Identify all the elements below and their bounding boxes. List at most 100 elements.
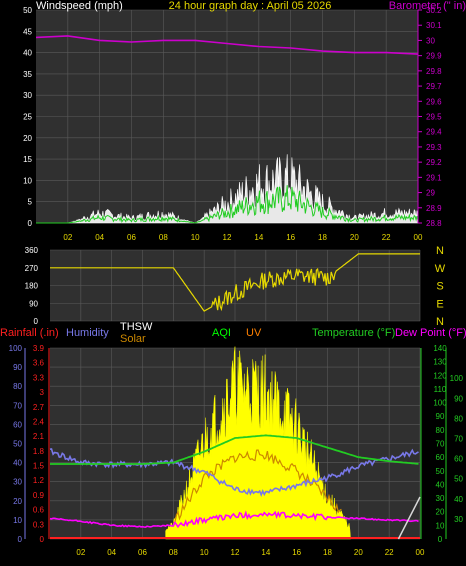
- bottom-x-tick: 06: [138, 548, 147, 557]
- compass-label: N: [436, 316, 444, 328]
- temperature-tick: 90: [436, 412, 445, 421]
- temperature-tick: 100: [433, 399, 447, 408]
- temperature-tick: 120: [433, 371, 447, 380]
- temperature-tick: 0: [438, 535, 443, 544]
- rain-tick: 3.3: [33, 373, 45, 382]
- mid-panel-data: [50, 253, 420, 312]
- rain-tick: 1.8: [33, 447, 45, 456]
- windspeed-tick: 50: [23, 6, 32, 15]
- windspeed-tick: 15: [23, 155, 32, 164]
- windspeed-tick: 0: [28, 219, 33, 228]
- barometer-tick: 29.3: [426, 143, 442, 152]
- far-right-tick: 100: [450, 374, 464, 383]
- rain-tick: 0.9: [33, 491, 45, 500]
- aqi-label: AQI: [212, 327, 231, 339]
- uv-label: UV: [246, 327, 262, 339]
- windspeed-label: Windspeed (mph): [36, 0, 123, 12]
- direction-tick: 360: [25, 246, 39, 255]
- far-right-tick: 60: [454, 455, 463, 464]
- barometer-tick: 29.4: [426, 128, 442, 137]
- bottom-x-tick: 20: [354, 548, 363, 557]
- humidity-tick: 100: [9, 344, 23, 353]
- temperature-tick: 110: [434, 385, 447, 394]
- barometer-series: [35, 35, 419, 55]
- barometer-tick: 29.9: [426, 52, 442, 61]
- temperature-tick: 50: [436, 467, 445, 476]
- windspeed-tick: 20: [23, 134, 32, 143]
- top-x-tick: 04: [95, 233, 104, 242]
- far-right-tick: 30: [454, 515, 463, 524]
- top-panel-data: [35, 35, 419, 224]
- humidity-tick: 70: [13, 401, 22, 410]
- direction-tick: 180: [25, 282, 39, 291]
- thsw-label: THSW: [120, 321, 153, 333]
- top-x-tick: 12: [223, 233, 232, 242]
- barometer-tick: 29.8: [426, 67, 442, 76]
- top-x-tick: 16: [286, 233, 295, 242]
- windspeed-tick: 5: [28, 198, 33, 207]
- rain-tick: 0.3: [33, 520, 45, 529]
- windspeed-tick: 30: [23, 91, 32, 100]
- direction-tick: 270: [25, 264, 39, 273]
- top-x-tick: 14: [254, 233, 263, 242]
- bottom-x-tick: 18: [323, 548, 332, 557]
- dew-point-series: [49, 510, 419, 529]
- windspeed-tick: 40: [23, 49, 32, 58]
- humidity-tick: 50: [13, 440, 22, 449]
- bottom-x-tick: 16: [292, 548, 301, 557]
- compass-label: W: [435, 263, 446, 275]
- top-x-tick: 08: [159, 233, 168, 242]
- humidity-tick: 40: [13, 459, 22, 468]
- bottom-x-tick: 02: [76, 548, 85, 557]
- humidity-tick: 90: [13, 363, 22, 372]
- rain-tick: 3: [40, 388, 45, 397]
- humidity-tick: 30: [13, 478, 22, 487]
- barometer-tick: 29.6: [426, 97, 442, 106]
- barometer-label: Barometer (" in): [389, 0, 466, 12]
- barometer-tick: 30.1: [426, 21, 442, 30]
- direction-tick: 90: [29, 299, 38, 308]
- barometer-tick: 29: [426, 189, 435, 198]
- temperature-tick: 20: [436, 508, 445, 517]
- far-right-tick: 70: [454, 434, 463, 443]
- windspeed-tick: 10: [23, 176, 32, 185]
- bottom-x-tick: 04: [107, 548, 116, 557]
- top-x-tick: 00: [414, 233, 423, 242]
- temperature-label: Temperature (°F): [312, 327, 395, 339]
- windspeed-tick: 45: [23, 27, 32, 36]
- rain-tick: 0.6: [33, 506, 45, 515]
- rain-tick: 1.2: [33, 476, 45, 485]
- top-x-tick: 22: [382, 233, 391, 242]
- humidity-series: [49, 448, 419, 497]
- rain-tick: 2.1: [33, 432, 45, 441]
- bottom-x-tick: 12: [231, 548, 240, 557]
- direction-tick: 0: [34, 317, 39, 326]
- humidity-label: Humidity: [66, 327, 109, 339]
- temperature-tick: 70: [436, 440, 445, 449]
- top-x-tick: 18: [318, 233, 327, 242]
- rain-tick: 3.9: [33, 344, 45, 353]
- bottom-x-tick: 00: [416, 548, 425, 557]
- far-right-tick: 90: [454, 394, 463, 403]
- barometer-tick: 29.1: [426, 173, 442, 182]
- bottom-x-tick: 22: [385, 548, 394, 557]
- humidity-tick: 0: [18, 535, 23, 544]
- compass-label: E: [436, 298, 443, 310]
- top-x-tick: 20: [350, 233, 359, 242]
- top-x-tick: 02: [63, 233, 72, 242]
- wind-average-series: [36, 185, 419, 224]
- bottom-x-tick: 10: [200, 548, 209, 557]
- temperature-tick: 80: [436, 426, 445, 435]
- temperature-tick: 60: [436, 453, 445, 462]
- far-right-tick: 50: [454, 475, 463, 484]
- top-panel-grid: [36, 9, 419, 224]
- windspeed-tick: 35: [23, 70, 32, 79]
- bottom-x-tick: 14: [261, 548, 270, 557]
- solar-label: Solar: [120, 333, 146, 345]
- barometer-tick: 30.2: [426, 6, 442, 15]
- humidity-tick: 80: [13, 382, 22, 391]
- humidity-tick: 10: [13, 516, 22, 525]
- temperature-tick: 130: [433, 358, 447, 367]
- rain-tick: 0: [40, 535, 45, 544]
